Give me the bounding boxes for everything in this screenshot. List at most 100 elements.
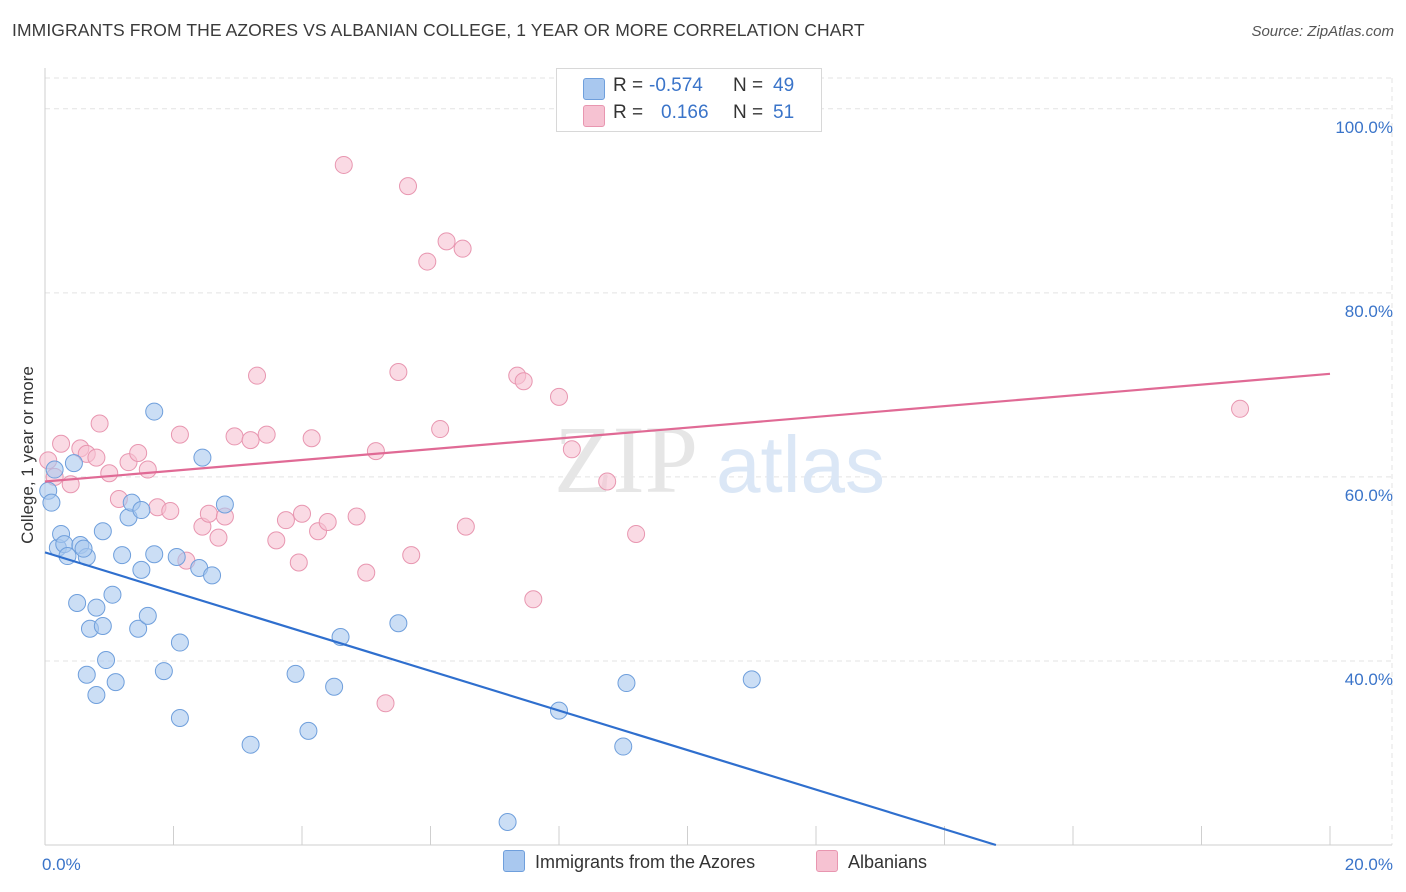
point-albanians: [267, 531, 286, 550]
point-azores: [170, 633, 189, 652]
point-albanians: [366, 442, 385, 461]
point-albanians: [302, 429, 321, 448]
gridlines: [45, 77, 1393, 845]
point-azores: [215, 495, 234, 514]
series-azores: [39, 402, 761, 831]
point-albanians: [437, 232, 456, 251]
point-azores: [93, 616, 112, 635]
point-azores: [138, 606, 157, 625]
point-albanians: [402, 546, 421, 565]
point-albanians: [431, 420, 450, 439]
watermark-atlas: atlas: [716, 420, 885, 509]
point-albanians: [399, 177, 418, 196]
y-tick-label: 40.0%: [1345, 670, 1393, 689]
point-azores: [145, 545, 164, 564]
legend-r-label-2: R =: [613, 102, 644, 123]
x-tick-label: 20.0%: [1345, 855, 1393, 874]
chart-source: Source: ZipAtlas.com: [1251, 23, 1394, 40]
point-albanians: [318, 512, 337, 531]
legend-n-label-1: N =: [733, 75, 764, 96]
legend-swatch-albanians: [583, 105, 605, 127]
point-azores: [170, 709, 189, 728]
point-azores: [77, 665, 96, 684]
point-albanians: [241, 431, 260, 450]
watermark-zip: ZIP: [554, 406, 698, 513]
legend-swatch-azores: [583, 78, 605, 100]
point-azores: [389, 614, 408, 633]
point-azores: [299, 721, 318, 740]
point-azores: [193, 448, 212, 467]
point-albanians: [389, 362, 408, 381]
point-albanians: [161, 501, 180, 520]
correlation-legend: R = -0.574 N = 49 R = 0.166 N = 51: [556, 68, 822, 132]
point-azores: [203, 566, 222, 585]
point-albanians: [514, 372, 533, 391]
point-azores: [45, 460, 64, 479]
point-azores: [241, 735, 260, 754]
legend-r-value-1: -0.574: [649, 75, 703, 96]
trend-lines: [44, 372, 1331, 847]
trend-line-azores: [44, 551, 997, 847]
point-albanians: [627, 524, 646, 543]
y-tick-label: 80.0%: [1345, 302, 1393, 321]
point-azores: [87, 598, 106, 617]
point-albanians: [129, 443, 148, 462]
point-azores: [87, 686, 106, 705]
point-azores: [64, 454, 83, 473]
point-albanians: [276, 511, 295, 530]
point-azores: [614, 737, 633, 756]
point-albanians: [293, 504, 311, 523]
chart-title: IMMIGRANTS FROM THE AZORES VS ALBANIAN C…: [12, 20, 865, 40]
point-albanians: [138, 460, 157, 479]
point-albanians: [347, 507, 366, 526]
point-albanians: [376, 694, 395, 713]
point-albanians: [209, 528, 228, 547]
point-azores: [97, 651, 116, 670]
y-axis-label: College, 1 year or more: [18, 366, 37, 544]
y-tick-label: 60.0%: [1345, 486, 1393, 505]
tick-labels: 40.0% 60.0% 80.0% 100.0% 0.0% 20.0%: [42, 118, 1393, 874]
trend-line-albanians: [44, 372, 1331, 483]
watermark: ZIP atlas: [554, 406, 885, 513]
point-azores: [103, 585, 122, 604]
point-azores: [154, 662, 173, 681]
point-azores: [68, 593, 87, 612]
point-azores: [742, 670, 761, 689]
point-albanians: [524, 590, 543, 609]
point-azores: [145, 402, 164, 421]
point-albanians: [357, 563, 376, 582]
point-albanians: [100, 464, 119, 483]
point-albanians: [225, 427, 244, 446]
point-azores: [42, 493, 61, 512]
bottom-legend-label-azores: Immigrants from the Azores: [535, 852, 756, 872]
point-albanians: [199, 504, 218, 523]
y-tick-label: 100.0%: [1335, 118, 1393, 137]
legend-n-value-1: 49: [773, 75, 795, 96]
point-azores: [74, 539, 93, 558]
point-albanians: [418, 252, 437, 271]
point-albanians: [87, 448, 106, 467]
point-azores: [132, 501, 151, 520]
point-albanians: [90, 414, 109, 433]
point-azores: [286, 664, 305, 683]
point-albanians: [334, 155, 353, 174]
point-albanians: [52, 434, 71, 453]
legend-row-albanians: [583, 105, 615, 129]
point-azores: [167, 547, 186, 566]
point-albanians: [289, 553, 308, 572]
bottom-legend-azores: Immigrants from the Azores: [503, 850, 755, 873]
point-azores: [325, 677, 344, 696]
point-albanians: [257, 425, 276, 444]
point-azores: [113, 546, 132, 565]
legend-n-value-2: 51: [773, 102, 795, 123]
bottom-legend-swatch-albanians: [816, 850, 838, 872]
point-albanians: [453, 239, 472, 258]
point-azores: [132, 560, 151, 579]
point-azores: [498, 812, 517, 831]
point-albanians: [1231, 399, 1250, 418]
point-albanians: [550, 387, 568, 406]
point-albanians: [562, 440, 581, 459]
point-albanians: [456, 517, 475, 536]
legend-r-label-1: R =: [613, 75, 644, 96]
bottom-legend-label-albanians: Albanians: [848, 852, 928, 872]
